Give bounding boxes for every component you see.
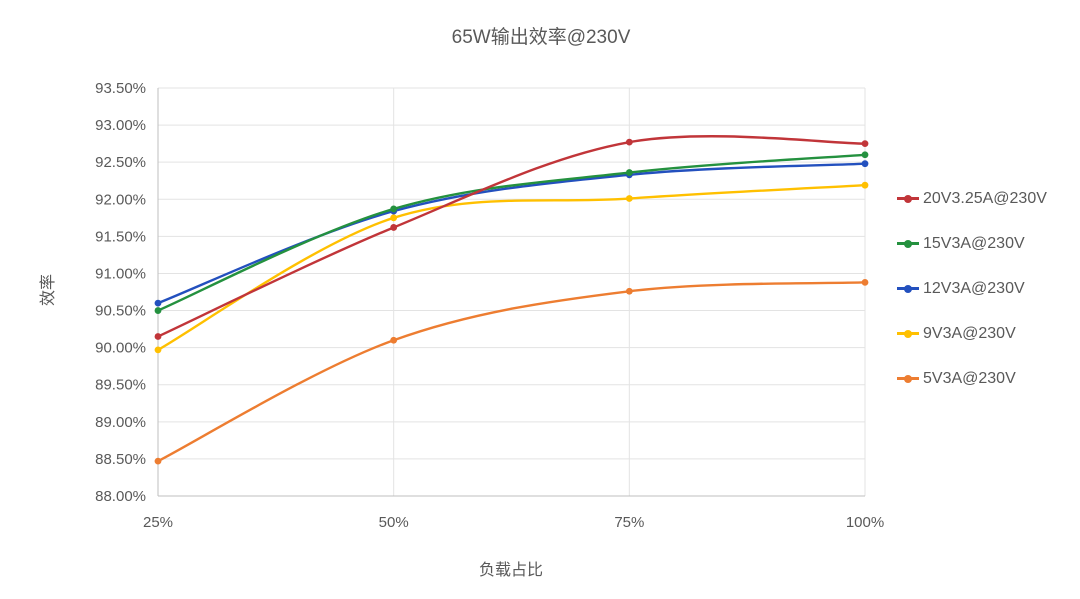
series-9V3A@230V <box>154 181 869 354</box>
legend-label: 5V3A@230V <box>923 369 1016 387</box>
legend-label: 9V3A@230V <box>923 324 1016 342</box>
legend-label: 15V3A@230V <box>923 234 1025 252</box>
data-point-marker <box>154 299 162 307</box>
y-tick-label: 92.50% <box>95 154 146 171</box>
series-line <box>156 183 867 352</box>
x-tick-label: 75% <box>614 514 644 531</box>
data-point-marker <box>390 205 398 213</box>
y-tick-label: 90.00% <box>95 340 146 357</box>
y-tick-label: 93.50% <box>95 80 146 97</box>
y-tick-label: 92.00% <box>95 191 146 208</box>
data-point-marker <box>625 138 633 146</box>
y-tick-label: 93.00% <box>95 117 146 134</box>
data-point-marker <box>861 160 869 168</box>
y-tick-label: 88.50% <box>95 451 146 468</box>
data-point-marker <box>625 287 633 295</box>
data-point-marker <box>625 169 633 176</box>
data-point-marker <box>390 336 398 344</box>
legend-item: 20V3.25A@230V <box>897 176 1047 221</box>
series-line <box>156 281 867 463</box>
data-point-marker <box>625 195 633 202</box>
series-line <box>156 153 867 312</box>
gridlines <box>158 87 866 496</box>
y-tick-label: 91.50% <box>95 228 146 245</box>
legend-item: 9V3A@230V <box>897 311 1047 356</box>
legend-item: 15V3A@230V <box>897 221 1047 266</box>
legend-marker-dot-icon <box>904 329 912 338</box>
legend-marker-dot-icon <box>904 239 912 248</box>
chart-title: 65W输出效率@230V <box>451 27 631 48</box>
data-point-marker <box>390 214 398 222</box>
series-line <box>156 162 867 305</box>
axis-lines <box>157 88 865 497</box>
y-tick-label: 89.00% <box>95 414 146 431</box>
data-point-marker <box>154 346 162 354</box>
data-point-marker <box>861 140 869 148</box>
legend-marker-dot-icon <box>904 284 912 293</box>
x-tick-label: 100% <box>846 514 884 531</box>
x-axis-tick-labels: 25% 50% 75% 100% <box>143 514 884 531</box>
legend-marker-line <box>897 239 919 248</box>
y-tick-label: 90.50% <box>95 303 146 320</box>
y-tick-label: 89.50% <box>95 377 146 394</box>
series-5V3A@230V <box>154 278 869 465</box>
data-point-marker <box>154 307 162 314</box>
data-point-marker <box>861 278 869 286</box>
legend-marker-line <box>897 374 919 383</box>
x-tick-label: 25% <box>143 514 173 531</box>
legend-marker-line <box>897 284 919 293</box>
x-tick-label: 50% <box>379 514 409 531</box>
series-15V3A@230V <box>154 151 869 314</box>
data-point-marker <box>861 181 869 189</box>
legend-marker-line <box>897 329 919 338</box>
data-point-marker <box>861 151 869 159</box>
series-20V3.25A@230V <box>154 135 869 340</box>
legend-marker-line <box>897 194 919 203</box>
y-tick-label: 91.00% <box>95 265 146 282</box>
x-axis-title: 负载占比 <box>478 562 544 579</box>
series-line <box>156 135 867 338</box>
legend-marker-dot-icon <box>904 194 912 203</box>
y-tick-label: 88.00% <box>95 488 146 505</box>
data-point-marker <box>154 333 162 340</box>
data-point-marker <box>390 224 398 231</box>
legend-marker-dot-icon <box>904 374 912 383</box>
y-axis-tick-labels: 88.00% 88.50% 89.00% 89.50% 90.00% 90.50% 91.0… <box>95 80 146 505</box>
legend-label: 20V3.25A@230V <box>923 189 1047 207</box>
legend-item: 12V3A@230V <box>897 266 1047 311</box>
legend: 20V3.25A@230V 15V3A@230V 12V3A@230V 9V3A… <box>897 176 1047 401</box>
legend-label: 12V3A@230V <box>923 279 1025 297</box>
legend-item: 5V3A@230V <box>897 356 1047 401</box>
data-point-marker <box>154 457 162 465</box>
